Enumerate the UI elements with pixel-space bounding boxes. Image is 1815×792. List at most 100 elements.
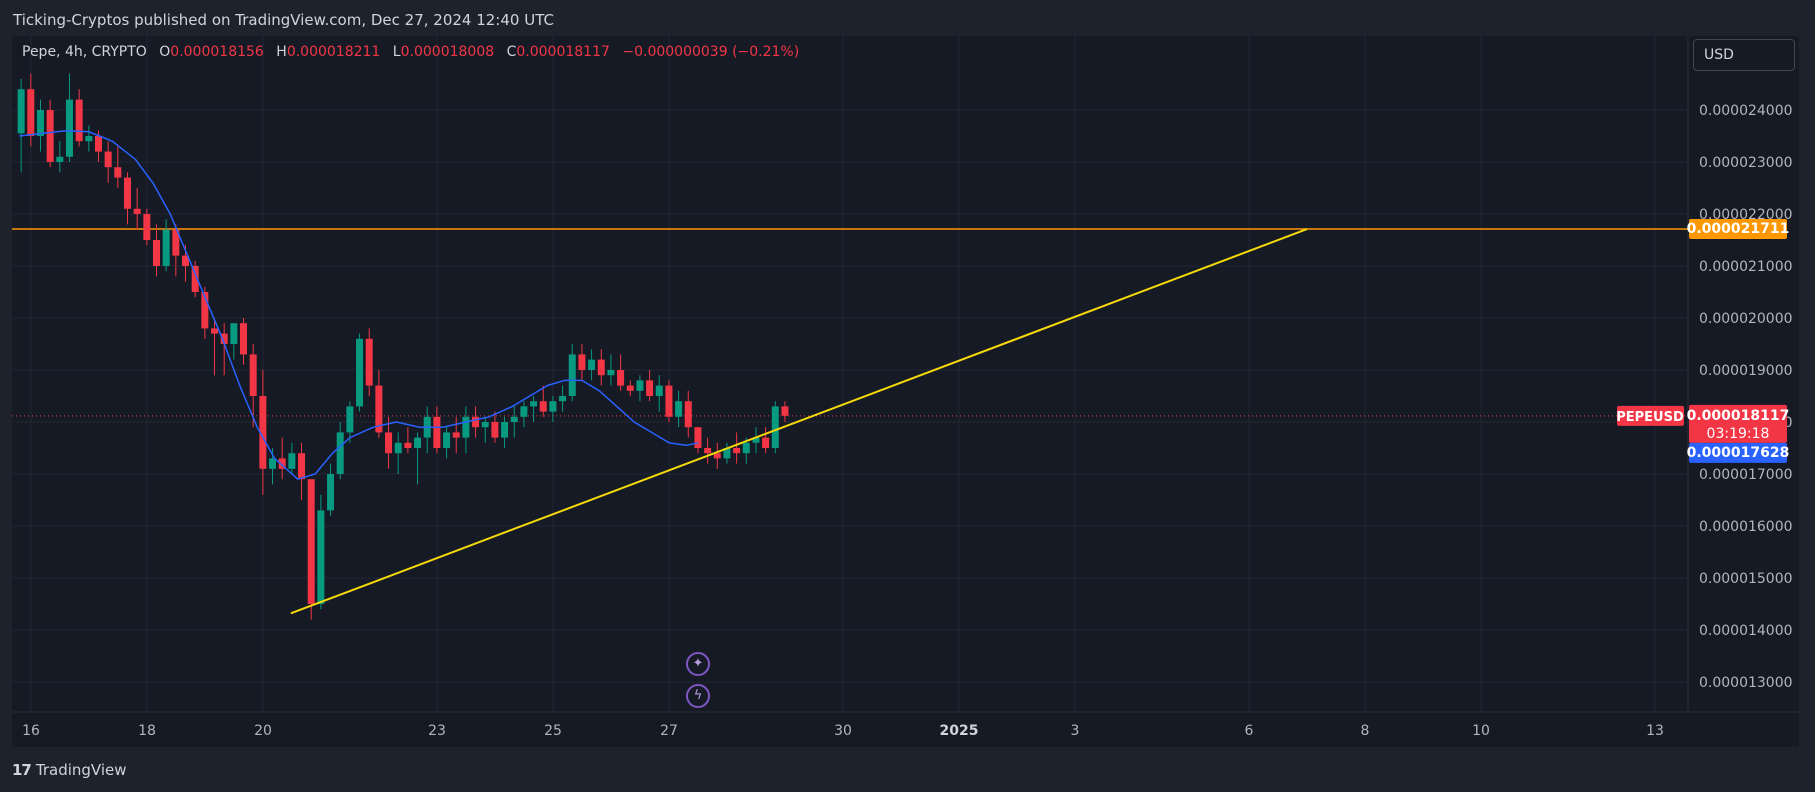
y-tick-label: 0.000017000 <box>1699 467 1793 483</box>
candle-body <box>123 177 131 209</box>
y-tick-label: 0.000023000 <box>1699 155 1793 171</box>
y-tick-label: 0.000019000 <box>1699 363 1793 379</box>
currency-button[interactable]: USD <box>1693 39 1795 71</box>
ma-price-badge-bg <box>1689 442 1787 463</box>
candle-body <box>278 458 286 469</box>
candle-body <box>549 401 557 412</box>
x-tick-label: 6 <box>1245 723 1254 739</box>
low-value: 0.000018008 <box>400 44 495 60</box>
moving-average <box>19 130 699 481</box>
resistance-line <box>12 228 1688 417</box>
ascending-trendline <box>290 228 1308 615</box>
y-tick-label: 0.000013000 <box>1699 675 1793 691</box>
symbol-tag: PEPEUSD <box>1616 410 1684 425</box>
candle-body <box>636 380 644 391</box>
candle-body <box>172 229 180 256</box>
resistance-price-badge: 0.000021711 <box>1687 221 1790 237</box>
open-value: 0.000018156 <box>170 44 264 60</box>
close-value: 0.000018117 <box>516 44 610 60</box>
open-label: O <box>159 44 171 60</box>
x-tick-label: 18 <box>138 723 156 739</box>
candle-body <box>65 99 73 157</box>
trendline <box>290 228 1308 615</box>
x-tick-label: 2025 <box>940 723 979 739</box>
candle-body <box>288 453 296 469</box>
candle-body <box>327 474 335 511</box>
candle-body <box>443 432 451 448</box>
ma-price-badge: 0.000017628 <box>1687 445 1790 461</box>
moving-average-line <box>19 130 699 481</box>
candle-body <box>588 359 596 370</box>
candle-body <box>559 396 567 402</box>
candle-body <box>375 385 383 433</box>
candle-body <box>781 406 789 416</box>
candle-body <box>520 406 528 417</box>
candle-body <box>143 214 151 240</box>
y-tick-label: 0.000014000 <box>1699 623 1793 639</box>
countdown-timer: 03:19:18 <box>1707 426 1770 442</box>
close-label: C <box>506 44 517 60</box>
candle-body <box>336 432 344 474</box>
candle-body <box>510 416 518 422</box>
candle-body <box>762 437 770 448</box>
tradingview-logo[interactable]: 17 TradingView <box>12 758 127 782</box>
candle-body <box>46 110 54 162</box>
change-value: −0.000000039 (−0.21%) <box>622 44 800 60</box>
candle-body <box>462 416 470 438</box>
candle-body <box>56 156 64 162</box>
candle-body <box>317 510 325 604</box>
x-tick-label: 20 <box>254 723 272 739</box>
candle-body <box>742 442 750 454</box>
candle-body <box>694 427 702 448</box>
candle-body <box>356 338 364 407</box>
candle-body <box>85 136 93 142</box>
y-tick-label: 0.000015000 <box>1699 571 1793 587</box>
y-tick-label: 0.000020000 <box>1699 311 1793 327</box>
candle-body <box>646 380 654 396</box>
high-value: 0.000018211 <box>286 44 381 60</box>
y-tick-label: 0.000022000 <box>1699 207 1793 223</box>
candle-body <box>501 422 509 438</box>
candle-body <box>94 136 102 152</box>
candle-body <box>298 453 306 480</box>
candle-body <box>752 437 760 443</box>
x-tick-label: 27 <box>660 723 678 739</box>
x-tick-label: 8 <box>1361 723 1370 739</box>
candle-body <box>307 479 315 604</box>
candle-body <box>220 333 228 344</box>
logo-mark-icon: 17 <box>12 761 32 779</box>
candle-body <box>182 255 190 266</box>
current-price-badge: 0.000018117 <box>1687 408 1790 424</box>
candle-body <box>414 437 422 448</box>
candle-body <box>597 359 605 376</box>
candle-body <box>27 89 35 136</box>
candle-body <box>365 338 373 386</box>
price-axis: 0.000013000 0.000014000 0.000015000 0.00001… <box>1687 36 1793 712</box>
candle-body <box>153 240 161 266</box>
x-tick-label: 10 <box>1472 723 1490 739</box>
candle-body <box>481 422 489 428</box>
x-tick-label: 25 <box>544 723 562 739</box>
candle-body <box>269 458 277 469</box>
candle-body <box>617 370 625 386</box>
candle-body <box>713 453 721 459</box>
y-tick-label: 0.000016000 <box>1699 519 1793 535</box>
candle-body <box>133 208 141 214</box>
x-tick-label: 3 <box>1071 723 1080 739</box>
resistance-price-badge-bg <box>1689 219 1787 240</box>
lightning-icon[interactable]: ϟ <box>686 684 710 708</box>
sparkle-icon[interactable]: ✦ <box>686 652 710 676</box>
candle-body <box>704 448 712 454</box>
candle-body <box>568 354 576 396</box>
candle-body <box>201 292 209 329</box>
candle-body <box>114 167 122 178</box>
candle-body <box>771 406 779 448</box>
time-axis: 16 18 20 23 25 27 30 2025 3 6 8 10 13 <box>12 711 1799 739</box>
candle-body <box>472 416 480 428</box>
candle-body <box>578 354 586 370</box>
chart-frame[interactable] <box>12 36 1799 747</box>
candle-body <box>36 110 44 136</box>
symbol-name: Pepe, 4h, CRYPTO <box>22 44 147 60</box>
candle-body <box>539 401 547 412</box>
